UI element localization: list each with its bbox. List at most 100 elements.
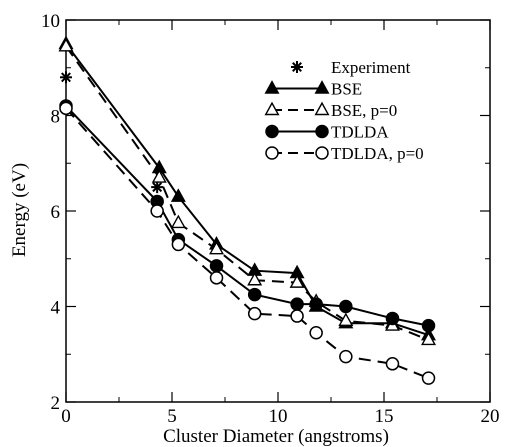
x-tick-label: 0	[61, 406, 71, 427]
data-point-bse-p-0-shape	[170, 214, 186, 229]
legend-marker-tdlda-shape	[265, 124, 279, 139]
y-tick-label: 6	[51, 202, 61, 223]
series-bse	[58, 35, 437, 341]
legend-marker-tdlda-p-0	[265, 146, 279, 160]
data-point-tdlda	[247, 287, 262, 302]
data-point-tdlda-p-0-shape	[59, 101, 73, 116]
legend-marker-bse-p-0-shape	[264, 101, 280, 116]
data-point-bse-p-0-shape	[247, 271, 263, 286]
data-point-bse-shape	[170, 188, 186, 202]
data-series	[58, 35, 437, 385]
data-point-tdlda-shape	[209, 259, 224, 273]
legend-marker-bse-p-0	[264, 101, 280, 116]
data-point-experiment	[60, 71, 72, 84]
legend-marker-tdlda-p-0	[315, 146, 329, 160]
series-line-tdlda	[65, 105, 429, 327]
y-tick-label: 8	[51, 107, 61, 128]
y-tick-label: 10	[41, 11, 60, 32]
data-point-tdlda	[385, 311, 400, 326]
data-point-tdlda-p-0	[150, 204, 164, 218]
data-point-bse-p-0-shape	[421, 331, 437, 346]
legend-label: BSE	[331, 80, 362, 99]
legend-item-bse-p-0: BSE, p=0	[264, 101, 397, 120]
legend-marker-bse-p-0-shape	[314, 101, 330, 116]
data-point-experiment-stroke	[152, 182, 163, 193]
series-line-bse	[65, 43, 429, 337]
legend-marker-experiment	[291, 61, 303, 73]
x-tick-label: 5	[167, 406, 177, 427]
data-point-tdlda-shape	[309, 297, 323, 311]
data-point-tdlda-p-0-shape	[209, 271, 224, 285]
data-point-bse-p-0	[247, 271, 263, 286]
data-point-tdlda-p-0-shape	[339, 349, 353, 364]
series-line-tdlda-p-0	[65, 107, 429, 380]
data-point-bse-p-0	[209, 240, 225, 255]
legend-marker-bse	[264, 80, 280, 94]
y-tick-label: 2	[51, 393, 61, 414]
data-point-bse-p-0-shape	[58, 37, 74, 52]
data-point-bse-p-0-shape	[338, 312, 354, 327]
data-point-bse-p-0	[170, 214, 186, 229]
legend-marker-tdlda	[265, 124, 279, 139]
legend-marker-tdlda	[315, 124, 329, 139]
data-point-tdlda-p-0-shape	[290, 309, 304, 323]
series-experiment	[60, 71, 164, 194]
data-point-tdlda-shape	[290, 297, 304, 311]
x-tick-label: 20	[481, 406, 500, 427]
legend-marker-bse	[314, 80, 330, 94]
data-point-tdlda-shape	[385, 311, 400, 326]
legend-label: Experiment	[331, 58, 411, 77]
legend-marker-tdlda-p-0-shape	[265, 146, 279, 160]
data-point-tdlda-p-0-shape	[150, 204, 164, 218]
legend: Experiment BSE BSE, p=0 TDLDA TDLDA, p=0	[264, 58, 424, 163]
x-axis-label: Cluster Diameter (angstroms)	[163, 426, 389, 447]
data-point-bse-p-0	[151, 169, 167, 183]
data-point-tdlda-p-0	[171, 237, 186, 252]
data-point-tdlda-p-0-shape	[247, 306, 262, 321]
data-point-tdlda-p-0	[290, 309, 304, 323]
axis-ticks: 0 5 10 15 20 2 4 6 8 10	[41, 11, 500, 427]
series-line-bse-p-0	[65, 45, 429, 341]
legend-marker-bse-p-0	[314, 101, 330, 116]
data-point-tdlda-p-0	[339, 349, 353, 364]
y-tick-label: 4	[51, 298, 61, 319]
data-point-tdlda-p-0	[385, 357, 400, 371]
series-tdlda-p-0	[59, 101, 436, 385]
data-point-tdlda-p-0	[59, 101, 73, 116]
data-point-tdlda-p-0-shape	[309, 326, 323, 340]
data-point-tdlda-shape	[247, 287, 262, 302]
data-point-bse-p-0	[421, 331, 437, 346]
legend-marker-tdlda-shape	[315, 124, 329, 139]
data-point-bse-p-0-shape	[209, 240, 225, 255]
data-point-bse-p-0-shape	[289, 274, 305, 288]
data-point-tdlda-p-0-shape	[385, 357, 400, 371]
legend-item-tdlda-p-0: TDLDA, p=0	[265, 144, 424, 163]
data-point-bse-p-0	[58, 37, 74, 52]
data-point-tdlda	[421, 318, 436, 333]
x-tick-label: 15	[375, 406, 394, 427]
data-point-tdlda-shape	[421, 318, 436, 333]
legend-marker-bse-shape	[314, 80, 330, 94]
legend-item-experiment: Experiment	[291, 58, 411, 77]
data-point-tdlda-p-0-shape	[421, 371, 436, 385]
data-point-bse-p-0	[289, 274, 305, 288]
data-point-tdlda-p-0	[309, 326, 323, 340]
legend-marker-experiment-stroke	[292, 62, 302, 72]
legend-item-bse: BSE	[264, 80, 362, 99]
data-point-tdlda-p-0	[209, 271, 224, 285]
data-point-bse	[170, 188, 186, 202]
legend-marker-tdlda-p-0-shape	[315, 146, 329, 160]
x-tick-label: 10	[269, 406, 288, 427]
legend-marker-bse-shape	[264, 80, 280, 94]
data-point-experiment-stroke	[61, 72, 71, 83]
data-point-tdlda	[290, 297, 304, 311]
data-point-tdlda-p-0	[421, 371, 436, 385]
legend-item-tdlda: TDLDA	[265, 123, 389, 142]
data-point-tdlda	[209, 259, 224, 273]
data-point-tdlda-shape	[339, 299, 353, 314]
data-point-bse-p-0	[338, 312, 354, 327]
data-point-tdlda	[309, 297, 323, 311]
data-point-experiment	[151, 181, 164, 194]
